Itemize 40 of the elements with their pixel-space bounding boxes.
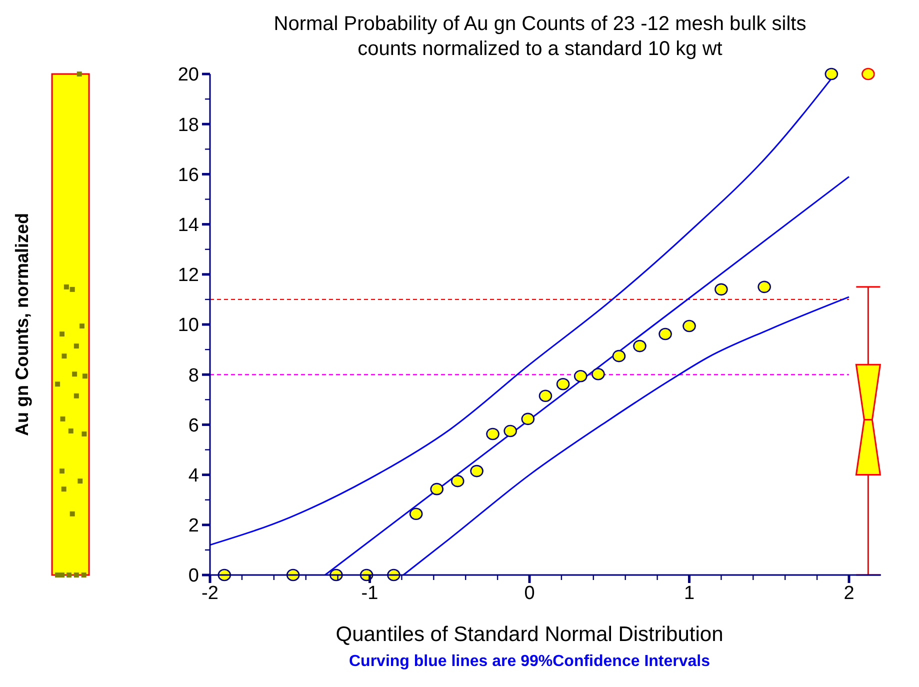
point bbox=[824, 68, 838, 80]
y-tick-label: 12 bbox=[178, 265, 199, 286]
point bbox=[714, 283, 728, 296]
point bbox=[556, 378, 570, 390]
point bbox=[486, 428, 500, 440]
x-tick-label: -2 bbox=[202, 583, 218, 604]
point bbox=[658, 328, 672, 340]
point bbox=[758, 280, 771, 294]
chart-subtitle: counts normalized to a standard 10 kg wt bbox=[358, 38, 723, 60]
point bbox=[430, 482, 444, 496]
chart-title: Normal Probability of Au gn Counts of 23 -12 mesh bulk silts bbox=[274, 13, 806, 35]
line-series bbox=[402, 296, 850, 576]
x-tick-label: 2 bbox=[844, 583, 854, 604]
y-tick-label: 10 bbox=[178, 315, 199, 336]
y-tick-label: 8 bbox=[188, 365, 199, 386]
point bbox=[470, 464, 484, 478]
y-tick-label: 16 bbox=[178, 164, 199, 186]
point bbox=[521, 412, 535, 426]
point bbox=[504, 424, 517, 438]
point bbox=[682, 320, 696, 332]
y-tick-label: 4 bbox=[188, 465, 200, 486]
x-tick-label: 0 bbox=[524, 583, 535, 604]
text: Au gn Counts, normalized bbox=[12, 213, 32, 436]
point bbox=[409, 508, 423, 520]
x-tick-label: 1 bbox=[684, 583, 695, 604]
point bbox=[538, 390, 552, 402]
y-tick-label: 18 bbox=[178, 114, 199, 136]
point bbox=[633, 340, 646, 352]
y-tick-label: 2 bbox=[188, 516, 199, 537]
point bbox=[612, 350, 626, 362]
y-tick-label: 6 bbox=[188, 415, 199, 436]
point bbox=[592, 368, 605, 380]
x-tick-label: -1 bbox=[361, 583, 378, 604]
y-tick-label: 0 bbox=[188, 566, 199, 587]
text: Curving blue lines are 99%Confidence Intervals bbox=[349, 653, 710, 670]
x-axis-title: Quantiles of Standard Normal Distribution bbox=[336, 623, 724, 646]
y-tick-label: 20 bbox=[178, 64, 199, 86]
y-tick-label: 14 bbox=[178, 214, 200, 236]
point bbox=[574, 370, 588, 382]
point bbox=[450, 474, 464, 488]
